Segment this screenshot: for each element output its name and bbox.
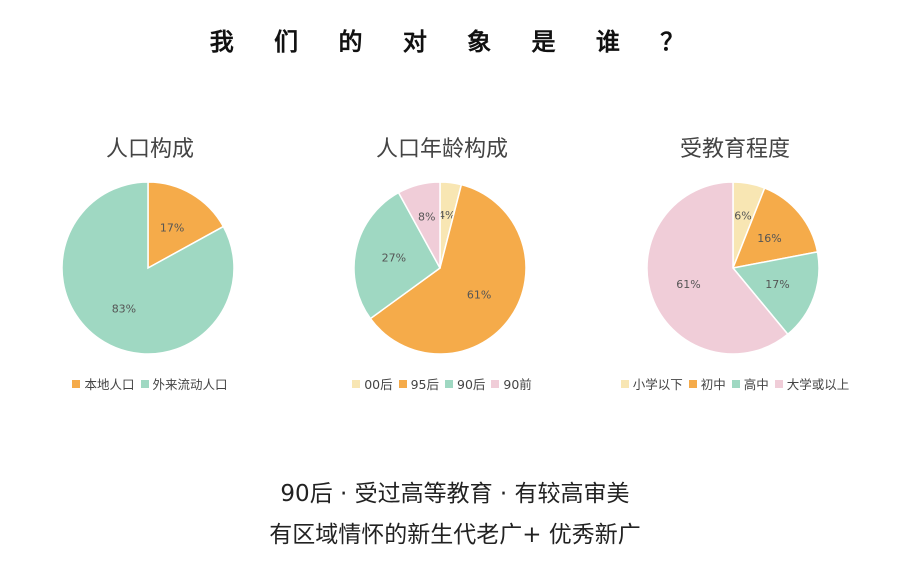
pie-slice-1 [731,187,819,269]
pie-slice-3 [397,181,441,269]
legend-label: 90后 [457,377,486,392]
legend-swatch [352,380,361,388]
pie-slice-2 [731,251,820,336]
page-title: 我 们 的 对 象 是 谁 ？ [209,28,701,56]
caption-line-1: 90后 · 受过高等教育 · 有较高审美 [280,481,630,507]
chart-legend: 小学以下 初中 高中 大学或以上 [585,374,885,393]
chart-title: 人口年龄构成 [375,137,508,162]
legend-item: 90后 [445,374,485,393]
legend-label: 大学或以上 [786,377,850,392]
legend-swatch [774,380,783,388]
pie-slice-1 [369,183,527,355]
slice-data-label: 27% [382,252,406,265]
education-level-chart: 受教育程度 6% 16% 17% 61% 小学以下 初中 高中 大学或以上 [585,128,885,408]
population-composition-chart: 人口构成 17% 83% 本地人口 外来流动人口 [0,128,300,408]
legend-label: 初中 [700,377,726,392]
pie-svg: 4% 61% 27% 8% [353,181,527,355]
slice-data-label: 17% [160,221,184,234]
legend-label: 90前 [503,377,532,392]
pie-slice-2 [353,191,441,320]
pie-slice-0 [147,181,225,270]
slice-data-label: 83% [112,303,136,316]
legend-swatch [445,380,453,388]
legend-swatch [688,380,697,388]
slice-data-label: 6% [734,210,751,223]
slice-data-label: 4% [438,209,455,222]
legend-item: 90前 [491,374,532,393]
chart-legend: 本地人口 外来流动人口 [0,374,300,393]
legend-item: 外来流动人口 [140,374,228,393]
caption-line-2: 有区域情怀的新生代老广+ 优秀新广 [269,522,641,548]
legend-label: 外来流动人口 [152,377,228,392]
legend-label: 高中 [743,377,769,392]
slice-data-label: 8% [418,210,435,223]
legend-item: 00后 [352,374,393,393]
chart-legend: 00后 95后 90后 90前 [292,374,592,393]
chart-title: 人口构成 [105,137,194,162]
slice-data-label: 17% [765,278,789,291]
legend-label: 本地人口 [84,377,135,392]
legend-swatch [620,380,629,388]
slice-data-label: 16% [757,232,781,245]
legend-label: 小学以下 [632,377,683,392]
legend-swatch [731,380,740,388]
legend-label: 00后 [364,377,393,392]
age-composition-chart: 人口年龄构成 4% 61% 27% 8% 00后 95后 90后 90前 [292,128,592,408]
pie-svg: 17% 83% [61,181,235,355]
legend-item: 95后 [398,374,439,393]
pie-svg: 6% 16% 17% 61% [646,181,820,355]
slice-data-label: 61% [467,289,491,302]
legend-item: 小学以下 [620,374,683,393]
pie-slice-1 [61,181,235,355]
legend-item: 大学或以上 [774,374,850,393]
pie-slice-3 [646,181,789,355]
legend-item: 高中 [731,374,769,393]
legend-swatch [491,380,500,388]
slice-data-label: 61% [676,278,700,291]
legend-item: 初中 [688,374,726,393]
legend-swatch [72,380,81,388]
legend-label: 95后 [410,377,439,392]
chart-title: 受教育程度 [679,137,790,162]
legend-item: 本地人口 [72,374,135,393]
legend-swatch [398,380,407,388]
legend-swatch [140,380,149,388]
